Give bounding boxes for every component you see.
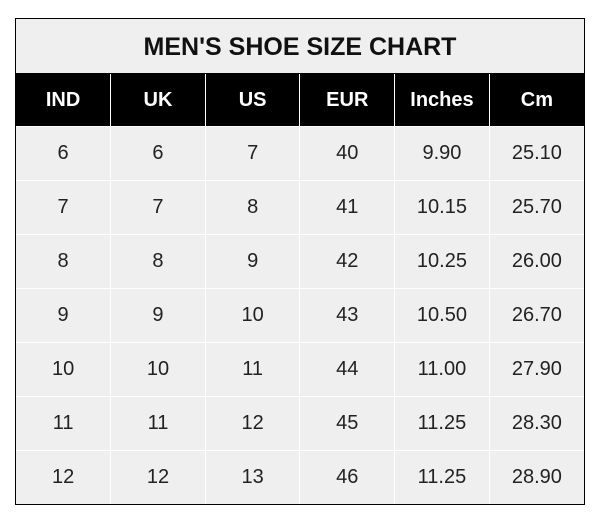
column-header-inches: Inches	[394, 74, 490, 127]
cell-uk: 10	[110, 342, 206, 397]
cell-eur: 43	[299, 288, 395, 343]
cell-us: 12	[204, 396, 300, 451]
table-row: 11 11 12 45 11.25 28.30	[16, 396, 584, 451]
cell-us: 13	[204, 450, 300, 504]
cell-inches: 10.15	[394, 180, 490, 235]
column-header-cm: Cm	[488, 74, 584, 127]
cell-ind: 9	[16, 288, 111, 343]
table-row: 9 9 10 43 10.50 26.70	[16, 288, 584, 343]
column-header-uk: UK	[110, 74, 206, 127]
cell-cm: 26.70	[488, 288, 584, 343]
cell-ind: 6	[16, 126, 111, 181]
cell-uk: 7	[110, 180, 206, 235]
cell-inches: 11.25	[394, 450, 490, 504]
cell-uk: 8	[110, 234, 206, 289]
cell-uk: 11	[110, 396, 206, 451]
size-chart: MEN'S SHOE SIZE CHART IND UK US EUR Inches Cm…	[15, 18, 585, 505]
cell-cm: 28.30	[488, 396, 584, 451]
cell-cm: 27.90	[488, 342, 584, 397]
size-table: IND UK US EUR Inches Cm 6 6 7 40 9.90 25.10 7 7 8 41 10…	[16, 74, 584, 504]
cell-uk: 12	[110, 450, 206, 504]
cell-ind: 8	[16, 234, 111, 289]
table-row: 6 6 7 40 9.90 25.10	[16, 126, 584, 181]
cell-ind: 12	[16, 450, 111, 504]
cell-ind: 7	[16, 180, 111, 235]
cell-eur: 41	[299, 180, 395, 235]
table-row: 10 10 11 44 11.00 27.90	[16, 342, 584, 397]
column-header-us: US	[204, 74, 300, 127]
column-header-eur: EUR	[299, 74, 395, 127]
cell-cm: 28.90	[488, 450, 584, 504]
cell-us: 8	[204, 180, 300, 235]
cell-us: 10	[204, 288, 300, 343]
table-row: 8 8 9 42 10.25 26.00	[16, 234, 584, 289]
cell-eur: 40	[299, 126, 395, 181]
table-row: 7 7 8 41 10.15 25.70	[16, 180, 584, 235]
cell-cm: 25.10	[488, 126, 584, 181]
cell-eur: 44	[299, 342, 395, 397]
cell-us: 7	[204, 126, 300, 181]
column-header-ind: IND	[16, 74, 111, 127]
cell-cm: 26.00	[488, 234, 584, 289]
cell-ind: 10	[16, 342, 111, 397]
cell-us: 9	[204, 234, 300, 289]
cell-eur: 45	[299, 396, 395, 451]
cell-cm: 25.70	[488, 180, 584, 235]
cell-eur: 46	[299, 450, 395, 504]
cell-uk: 9	[110, 288, 206, 343]
cell-eur: 42	[299, 234, 395, 289]
cell-inches: 9.90	[394, 126, 490, 181]
cell-inches: 11.00	[394, 342, 490, 397]
cell-inches: 10.50	[394, 288, 490, 343]
cell-uk: 6	[110, 126, 206, 181]
header-row: IND UK US EUR Inches Cm	[16, 74, 584, 127]
cell-inches: 11.25	[394, 396, 490, 451]
chart-title: MEN'S SHOE SIZE CHART	[16, 19, 584, 74]
cell-ind: 11	[16, 396, 111, 451]
cell-inches: 10.25	[394, 234, 490, 289]
table-row: 12 12 13 46 11.25 28.90	[16, 450, 584, 504]
cell-us: 11	[204, 342, 300, 397]
